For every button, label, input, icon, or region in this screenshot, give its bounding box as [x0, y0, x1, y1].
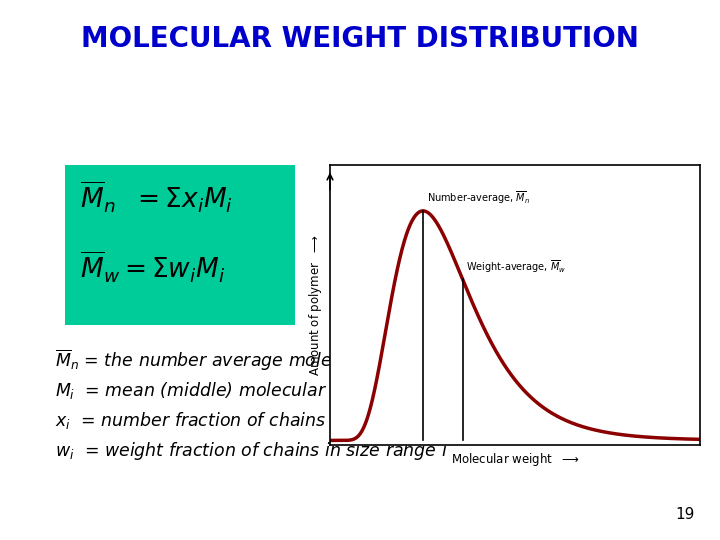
- Text: $w_i$  = weight fraction of chains in size range $i$: $w_i$ = weight fraction of chains in siz…: [55, 440, 448, 462]
- Y-axis label: Amount of polymer  $\longrightarrow$: Amount of polymer $\longrightarrow$: [307, 234, 325, 376]
- Text: Weight-average, $\overline{M}_w$: Weight-average, $\overline{M}_w$: [467, 258, 567, 274]
- Text: $x_i$  = number fraction of chains in size range $i$: $x_i$ = number fraction of chains in siz…: [55, 410, 454, 432]
- Text: $\overline{M}_w =\Sigma w_i M_i$: $\overline{M}_w =\Sigma w_i M_i$: [80, 250, 225, 285]
- Text: $\overline{M}_n\ \ =\Sigma x_i M_i$: $\overline{M}_n\ \ =\Sigma x_i M_i$: [80, 180, 233, 215]
- Text: MOLECULAR WEIGHT DISTRIBUTION: MOLECULAR WEIGHT DISTRIBUTION: [81, 25, 639, 53]
- Text: $\overline{M}_n$ = the number average molecular weight: $\overline{M}_n$ = the number average mo…: [55, 348, 441, 373]
- Text: 19: 19: [675, 507, 695, 522]
- Text: $M_i$  = mean (middle) molecular weight of size range $i$: $M_i$ = mean (middle) molecular weight o…: [55, 380, 518, 402]
- Text: Number-average, $\overline{M}_n$: Number-average, $\overline{M}_n$: [427, 190, 530, 206]
- X-axis label: Molecular weight  $\longrightarrow$: Molecular weight $\longrightarrow$: [451, 450, 579, 468]
- FancyBboxPatch shape: [65, 165, 295, 325]
- Text: (mass): (mass): [425, 348, 484, 366]
